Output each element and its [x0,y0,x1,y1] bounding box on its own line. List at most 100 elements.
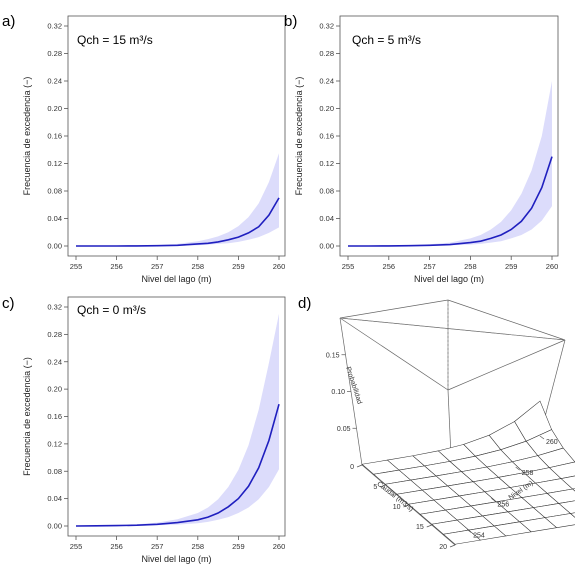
y-tick-label: 0.28 [47,49,62,58]
y-tick-label: 0.00 [47,522,62,531]
x-tick-label: 256 [110,542,123,551]
x-axis-label: Nivel del lago (m) [141,274,211,284]
caudal-tick-label: 0 [350,464,354,471]
x-tick-label: 260 [273,262,286,271]
y-tick-label: 0.08 [47,187,62,196]
y-tick-label: 0.28 [319,49,334,58]
nivel-tick-mark [466,529,472,533]
nivel-tick-label: 254 [473,532,485,539]
y-tick-label: 0.16 [319,132,334,141]
y-axis-label: Frecuencia de excedencia (−) [22,77,32,196]
box-edge [339,299,449,319]
caudal-tick-mark [380,484,386,488]
nivel-tick-label: 256 [497,501,509,508]
nivel-tick-mark [491,498,496,502]
y-tick-label: 0.20 [319,104,334,113]
flow-annotation: Qch = 0 m³/s [77,303,146,317]
y-tick-label: 0.12 [47,159,62,168]
y-tick-label: 0.04 [319,214,334,223]
z-tick-label: 0.05 [337,426,351,433]
panel-label: d) [298,295,311,312]
surface-cell [546,488,575,504]
surface-cell [544,513,575,528]
panel-label: c) [2,295,15,312]
nivel-tick-label: 258 [522,470,534,477]
box-edge [447,339,566,391]
box-edge [447,299,566,341]
y-tick-label: 0.16 [47,132,62,141]
panel-b: 0.00 0.04 0.08 0.12 0.16 0.20 0.24 0.28 0.32 255 2… [284,13,559,284]
y-tick-label: 0.00 [47,242,62,251]
nivel-tick-mark [515,466,520,471]
y-tick-label: 0.20 [47,385,62,394]
mean-exceedance-line [348,156,553,247]
surface-cell [558,500,575,514]
nivel-tick-label: 260 [546,439,558,446]
x-axis-label: Nivel del lago (m) [414,274,484,284]
y-axis-label: Frecuencia de excedencia (−) [294,77,304,196]
surface-cell [548,461,575,479]
confidence-band [76,313,279,526]
flow-annotation: Qch = 15 m³/s [77,33,153,47]
y-tick-label: 0.04 [47,214,62,223]
caudal-tick-label: 20 [439,544,447,551]
x-tick-label: 260 [273,542,286,551]
y-tick-label: 0.28 [47,330,62,339]
surface-cell [569,512,575,518]
x-tick-label: 257 [151,542,164,551]
y-axis-label: Frecuencia de excedencia (−) [22,357,32,476]
y-tick-label: 0.12 [319,159,334,168]
x-tick-label: 258 [464,262,477,271]
y-tick-label: 0.24 [319,77,334,86]
x-tick-label: 260 [546,262,559,271]
caudal-tick-mark [449,544,456,548]
caudal-tick-label: 15 [416,524,424,531]
x-tick-label: 258 [192,262,205,271]
y-tick-label: 0.08 [47,467,62,476]
x-tick-label: 259 [232,542,245,551]
z-axis-label: Probabilidad [344,366,363,405]
box-edge [339,317,449,391]
y-tick-label: 0.24 [47,357,62,366]
x-tick-label: 255 [342,262,355,271]
y-tick-label: 0.32 [47,22,62,31]
z-tick-label: 0.10 [331,389,345,396]
y-tick-label: 0.00 [319,242,334,251]
confidence-band [76,153,279,246]
panel-label: b) [284,13,297,30]
y-tick-label: 0.24 [47,77,62,86]
x-tick-label: 255 [70,262,83,271]
y-tick-label: 0.32 [319,22,334,31]
y-tick-label: 0.04 [47,494,62,503]
caudal-tick-mark [403,504,409,508]
x-tick-label: 259 [505,262,518,271]
y-tick-label: 0.32 [47,303,62,312]
box-back-edge [339,317,566,341]
flow-annotation: Qch = 5 m³/s [352,33,421,47]
caudal-tick-mark [426,524,432,528]
y-tick-label: 0.08 [319,187,334,196]
y-tick-label: 0.16 [47,412,62,421]
caudal-tick-label: 5 [373,484,377,491]
caudal-tick-label: 10 [393,504,401,511]
x-tick-label: 257 [423,262,436,271]
x-axis-label: Nivel del lago (m) [141,554,211,564]
y-tick-label: 0.12 [47,439,62,448]
panel-a: 0.00 0.04 0.08 0.12 0.16 0.20 0.24 0.28 0.32 255 2… [2,13,286,284]
mean-exceedance-line [75,403,280,527]
x-tick-label: 255 [70,542,83,551]
surface-cell [572,488,575,492]
surface-cell [560,475,575,490]
x-tick-label: 257 [151,262,164,271]
panel-c: 0.00 0.04 0.08 0.12 0.16 0.20 0.24 0.28 0.32 255 2… [2,295,286,564]
confidence-band [348,81,552,246]
panel-label: a) [2,13,15,30]
x-tick-label: 258 [192,542,205,551]
x-tick-label: 259 [232,262,245,271]
nivel-tick-mark [539,435,545,440]
mean-exceedance-line [76,197,280,247]
x-tick-label: 256 [383,262,396,271]
x-tick-label: 256 [110,262,123,271]
